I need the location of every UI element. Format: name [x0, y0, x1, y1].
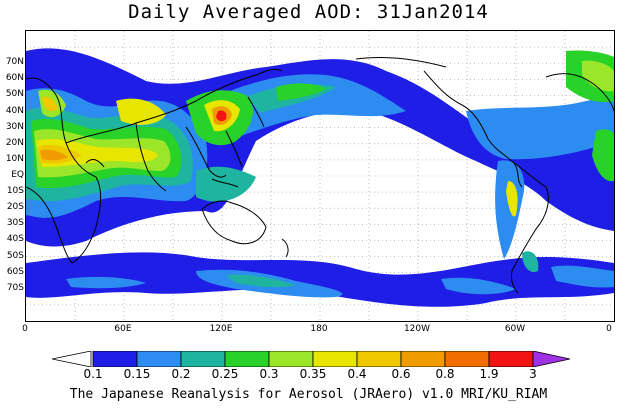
colorbar-segment	[136, 351, 182, 367]
latitude-label: 40N	[5, 105, 24, 116]
longitude-label: 120E	[209, 324, 233, 334]
longitude-label: 60W	[504, 324, 526, 334]
colorbar-segment	[532, 351, 571, 367]
latitude-label: 30N	[5, 121, 24, 132]
map-title: Daily Averaged AOD: 31Jan2014	[128, 1, 489, 23]
latitude-label: 70N	[5, 57, 24, 68]
colorbar-tick-label: 0.2	[171, 367, 191, 381]
latitude-label: 10S	[6, 186, 24, 197]
colorbar-tick-label: 0.8	[435, 367, 455, 381]
colorbar-segment	[400, 351, 446, 367]
colorbar-segment	[92, 351, 138, 367]
data-source-credit: The Japanese Reanalysis for Aerosol (JRA…	[69, 387, 548, 402]
latitude-label: 60N	[5, 73, 24, 84]
latitude-label: 50S	[6, 250, 24, 261]
latitude-label: 20S	[6, 202, 24, 213]
colorbar-segment	[268, 351, 314, 367]
colorbar-tick-label: 0.3	[259, 367, 279, 381]
colorbar-segment	[444, 351, 490, 367]
latitude-label: 50N	[5, 89, 24, 100]
colorbar-tick-label: 0.35	[299, 367, 327, 381]
longitude-label: 120W	[403, 324, 431, 334]
longitude-label: 0	[22, 324, 28, 334]
latitude-label: 70S	[6, 282, 24, 293]
latitude-label: 20N	[5, 137, 24, 148]
aod-map	[26, 31, 614, 321]
longitude-label: 0	[606, 324, 612, 334]
latitude-label: 10N	[5, 153, 24, 164]
colorbar-tick-label: 0.1	[83, 367, 103, 381]
colorbar-tick-label: 0.25	[211, 367, 239, 381]
latitude-label: 60S	[6, 266, 24, 277]
coastlines	[26, 56, 614, 294]
colorbar-segment	[312, 351, 358, 367]
colorbar-tick-label: 1.9	[479, 367, 499, 381]
colorbar-tick-label: 0.15	[123, 367, 151, 381]
aod-shading	[26, 48, 614, 307]
colorbar-segment	[52, 351, 92, 367]
colorbar-segment	[356, 351, 402, 367]
aod-colorbar	[52, 351, 571, 367]
colorbar-tick-label: 3	[529, 367, 537, 381]
longitude-label: 180	[310, 324, 328, 334]
colorbar-tick-label: 0.6	[391, 367, 411, 381]
latitude-label: EQ	[11, 170, 24, 180]
aod-map-panel	[25, 30, 615, 322]
colorbar-segment	[488, 351, 534, 367]
colorbar-tick-label: 0.4	[347, 367, 367, 381]
longitude-label: 60E	[114, 324, 132, 334]
colorbar-segment	[224, 351, 270, 367]
latitude-label: 40S	[6, 234, 24, 245]
colorbar-segment	[180, 351, 226, 367]
latitude-label: 30S	[6, 218, 24, 229]
